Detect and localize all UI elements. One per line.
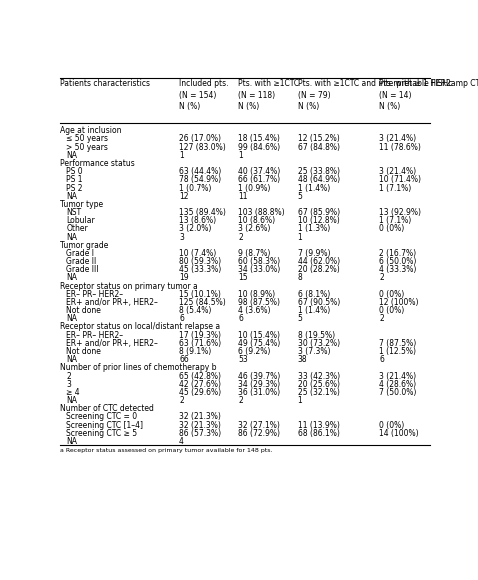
Text: 10 (8.9%): 10 (8.9%)	[239, 290, 275, 299]
Text: 86 (57.3%): 86 (57.3%)	[179, 429, 221, 438]
Text: NA: NA	[66, 233, 77, 241]
Text: 3 (2.0%): 3 (2.0%)	[179, 224, 211, 233]
Text: 78 (54.9%): 78 (54.9%)	[179, 175, 221, 184]
Text: 3 (2.6%): 3 (2.6%)	[239, 224, 271, 233]
Text: 32 (27.1%): 32 (27.1%)	[239, 420, 280, 430]
Text: 63 (71.6%): 63 (71.6%)	[179, 339, 221, 348]
Text: 10 (12.8%): 10 (12.8%)	[298, 216, 339, 225]
Text: Not done: Not done	[66, 306, 101, 315]
Text: 99 (84.6%): 99 (84.6%)	[239, 143, 281, 151]
Text: Tumor type: Tumor type	[61, 200, 104, 209]
Text: Performance status: Performance status	[61, 159, 135, 168]
Text: PS 2: PS 2	[66, 183, 83, 193]
Text: 8 (5.4%): 8 (5.4%)	[179, 306, 211, 315]
Text: 13 (8.6%): 13 (8.6%)	[179, 216, 216, 225]
Text: 2 (16.7%): 2 (16.7%)	[379, 249, 416, 258]
Text: 2: 2	[239, 233, 243, 241]
Text: 0 (0%): 0 (0%)	[379, 420, 404, 430]
Text: 0 (0%): 0 (0%)	[379, 290, 404, 299]
Text: 30 (73.2%): 30 (73.2%)	[298, 339, 340, 348]
Text: 20 (25.6%): 20 (25.6%)	[298, 380, 339, 389]
Text: 1 (0.7%): 1 (0.7%)	[179, 183, 211, 193]
Text: 0 (0%): 0 (0%)	[379, 306, 404, 315]
Text: 2: 2	[239, 396, 243, 405]
Text: Grade II: Grade II	[66, 257, 97, 266]
Text: 15: 15	[239, 273, 248, 282]
Text: 49 (75.4%): 49 (75.4%)	[239, 339, 281, 348]
Text: 80 (59.3%): 80 (59.3%)	[179, 257, 221, 266]
Text: 45 (29.6%): 45 (29.6%)	[179, 388, 221, 397]
Text: PS 1: PS 1	[66, 175, 83, 184]
Text: 127 (83.0%): 127 (83.0%)	[179, 143, 226, 151]
Text: 1 (1.3%): 1 (1.3%)	[298, 224, 330, 233]
Text: NA: NA	[66, 396, 77, 405]
Text: Patients characteristics: Patients characteristics	[61, 79, 151, 88]
Text: ER+ and/or PR+, HER2–: ER+ and/or PR+, HER2–	[66, 339, 158, 348]
Text: 15 (10.1%): 15 (10.1%)	[179, 290, 221, 299]
Text: 6: 6	[379, 355, 384, 364]
Text: 45 (33.3%): 45 (33.3%)	[179, 265, 221, 274]
Text: NA: NA	[66, 355, 77, 364]
Text: 48 (64.9%): 48 (64.9%)	[298, 175, 340, 184]
Text: NA: NA	[66, 437, 77, 446]
Text: 1 (7.1%): 1 (7.1%)	[379, 216, 412, 225]
Text: Grade III: Grade III	[66, 265, 99, 274]
Text: 67 (84.8%): 67 (84.8%)	[298, 143, 339, 151]
Text: 18 (15.4%): 18 (15.4%)	[239, 135, 280, 143]
Text: 12: 12	[179, 192, 188, 201]
Text: NA: NA	[66, 273, 77, 282]
Text: 2: 2	[379, 314, 384, 323]
Text: NA: NA	[66, 314, 77, 323]
Text: 10 (15.4%): 10 (15.4%)	[239, 331, 280, 340]
Text: 12 (100%): 12 (100%)	[379, 298, 419, 307]
Text: 66 (61.7%): 66 (61.7%)	[239, 175, 281, 184]
Text: 25 (33.8%): 25 (33.8%)	[298, 167, 339, 176]
Text: Included pts.
(N = 154)
N (%): Included pts. (N = 154) N (%)	[179, 79, 228, 111]
Text: ER– PR– HER2–: ER– PR– HER2–	[66, 331, 123, 340]
Text: ER+ and/or PR+, HER2–: ER+ and/or PR+, HER2–	[66, 298, 158, 307]
Text: 4: 4	[179, 437, 184, 446]
Text: 6 (9.2%): 6 (9.2%)	[239, 347, 271, 356]
Text: 12 (15.2%): 12 (15.2%)	[298, 135, 339, 143]
Text: 20 (28.2%): 20 (28.2%)	[298, 265, 339, 274]
Text: Lobular: Lobular	[66, 216, 95, 225]
Text: Pts. with ≥ 1 HER2amp CT
(N = 14)
N (%): Pts. with ≥ 1 HER2amp CT (N = 14) N (%)	[379, 79, 478, 111]
Text: 1: 1	[239, 151, 243, 160]
Text: Receptor status on primary tumor a: Receptor status on primary tumor a	[61, 282, 198, 291]
Text: 25 (32.1%): 25 (32.1%)	[298, 388, 339, 397]
Text: 135 (89.4%): 135 (89.4%)	[179, 208, 226, 217]
Text: a Receptor status assessed on primary tumor available for 148 pts.: a Receptor status assessed on primary tu…	[61, 448, 273, 453]
Text: 34 (33.0%): 34 (33.0%)	[239, 265, 281, 274]
Text: 67 (85.9%): 67 (85.9%)	[298, 208, 340, 217]
Text: Age at inclusion: Age at inclusion	[61, 126, 122, 135]
Text: 6: 6	[179, 314, 184, 323]
Text: 3: 3	[179, 233, 184, 241]
Text: 14 (100%): 14 (100%)	[379, 429, 419, 438]
Text: 4 (33.3%): 4 (33.3%)	[379, 265, 416, 274]
Text: 34 (29.3%): 34 (29.3%)	[239, 380, 281, 389]
Text: 4 (3.6%): 4 (3.6%)	[239, 306, 271, 315]
Text: Grade I: Grade I	[66, 249, 95, 258]
Text: 0 (0%): 0 (0%)	[379, 224, 404, 233]
Text: NA: NA	[66, 151, 77, 160]
Text: 44 (62.0%): 44 (62.0%)	[298, 257, 340, 266]
Text: 17 (19.3%): 17 (19.3%)	[179, 331, 221, 340]
Text: 60 (58.3%): 60 (58.3%)	[239, 257, 281, 266]
Text: 6 (8.1%): 6 (8.1%)	[298, 290, 330, 299]
Text: NA: NA	[66, 192, 77, 201]
Text: 7 (50.0%): 7 (50.0%)	[379, 388, 416, 397]
Text: 13 (92.9%): 13 (92.9%)	[379, 208, 421, 217]
Text: 4 (28.6%): 4 (28.6%)	[379, 380, 416, 389]
Text: 46 (39.7%): 46 (39.7%)	[239, 372, 281, 380]
Text: > 50 years: > 50 years	[66, 143, 109, 151]
Text: 7 (9.9%): 7 (9.9%)	[298, 249, 330, 258]
Text: 11: 11	[239, 192, 248, 201]
Text: 67 (90.5%): 67 (90.5%)	[298, 298, 340, 307]
Text: Number of CTC detected: Number of CTC detected	[61, 404, 154, 413]
Text: 1 (7.1%): 1 (7.1%)	[379, 183, 412, 193]
Text: 6: 6	[239, 314, 243, 323]
Text: Number of prior lines of chemotherapy b: Number of prior lines of chemotherapy b	[61, 363, 217, 372]
Text: 9 (8.7%): 9 (8.7%)	[239, 249, 271, 258]
Text: Not done: Not done	[66, 347, 101, 356]
Text: 26 (17.0%): 26 (17.0%)	[179, 135, 221, 143]
